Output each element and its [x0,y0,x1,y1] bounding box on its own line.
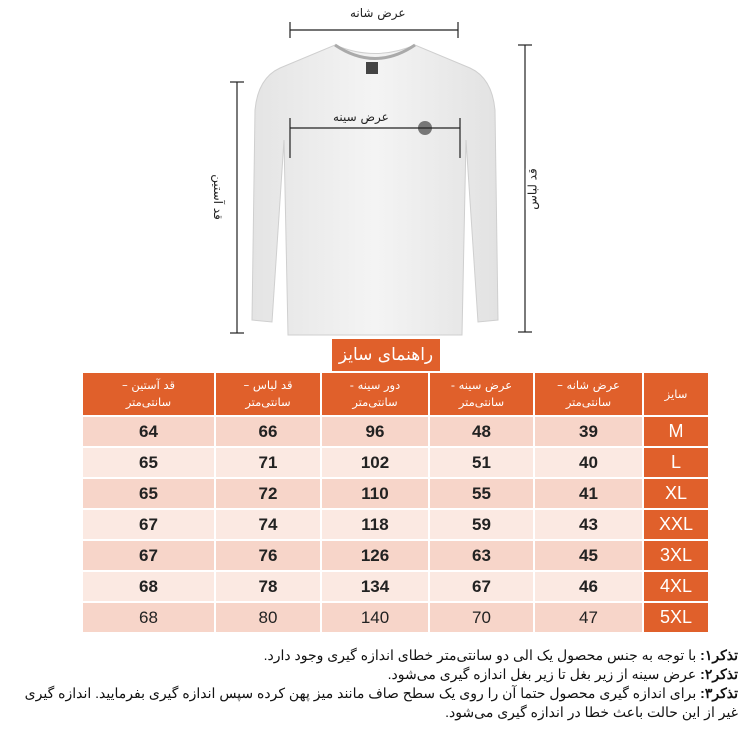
table-row: 5XL 47 70 140 80 68 [81,601,710,634]
size-cell: XXL [642,508,710,541]
value-cell: 72 [214,477,322,510]
value-cell: 55 [428,477,535,510]
note-item: تذکر۳: برای اندازه گیری محصول حتما آن را… [12,684,738,722]
column-header: قد آستین – سانتی‌متر [81,371,216,417]
note-text: با توجه به جنس محصول یک الی دو سانتی‌متر… [263,647,701,663]
size-cell: L [642,446,710,479]
value-cell: 45 [533,539,644,572]
value-cell: 59 [428,508,535,541]
size-cell: 5XL [642,601,710,634]
size-cell: XL [642,477,710,510]
value-cell: 65 [81,477,216,510]
header-line1: عرض شانه – [557,378,620,392]
measure-lines [230,22,532,334]
table-row: XXL 43 59 118 74 67 [81,508,710,541]
value-cell: 67 [428,570,535,603]
size-cell: 3XL [642,539,710,572]
table-header-row: سایز عرض شانه – سانتی‌متر عرض سینه - سانتی‌م… [81,371,710,417]
notes: تذکر۱: با توجه به جنس محصول یک الی دو سا… [12,646,738,722]
value-cell: 40 [533,446,644,479]
note-text: برای اندازه گیری محصول حتما آن را روی یک… [24,685,738,720]
column-header: قد لباس – سانتی‌متر [214,371,322,417]
header-line2: سانتی‌متر [125,395,172,409]
value-cell: 102 [320,446,430,479]
value-cell: 67 [81,508,216,541]
value-cell: 96 [320,415,430,448]
note-label: تذکر۲: [700,666,738,682]
table-row: XL 41 55 110 72 65 [81,477,710,510]
value-cell: 68 [81,570,216,603]
header-line1: سایز [664,386,688,401]
value-cell: 80 [214,601,322,634]
value-cell: 65 [81,446,216,479]
value-cell: 78 [214,570,322,603]
sleeve-length-label: قد آستین [210,174,225,220]
sweater-body [251,44,499,336]
chest-width-label: عرض سینه [333,110,389,124]
header-line1: دور سینه - [349,378,401,392]
note-label: تذکر۱: [700,647,738,663]
header-line1: قد آستین – [121,378,176,392]
value-cell: 67 [81,539,216,572]
value-cell: 66 [214,415,322,448]
value-cell: 43 [533,508,644,541]
value-cell: 70 [428,601,535,634]
table-row: 4XL 46 67 134 78 68 [81,570,710,603]
value-cell: 46 [533,570,644,603]
header-line2: سانتی‌متر [565,395,612,409]
column-header: سایز [642,371,710,417]
value-cell: 68 [81,601,216,634]
value-cell: 110 [320,477,430,510]
table-row: 3XL 45 63 126 76 67 [81,539,710,572]
column-header: عرض شانه – سانتی‌متر [533,371,644,417]
garment-length-label: قد لباس [525,168,540,210]
size-guide-title: راهنمای سایز [332,339,440,371]
header-line1: عرض سینه - [450,378,513,392]
size-cell: 4XL [642,570,710,603]
sweater-illustration [230,22,532,336]
note-item: تذکر۲: عرض سینه از زیر بغل تا زیر بغل ان… [12,665,738,684]
value-cell: 76 [214,539,322,572]
value-cell: 64 [81,415,216,448]
column-header: دور سینه - سانتی‌متر [320,371,430,417]
value-cell: 71 [214,446,322,479]
value-cell: 126 [320,539,430,572]
value-cell: 74 [214,508,322,541]
header-line2: سانتی‌متر [245,395,291,409]
value-cell: 48 [428,415,535,448]
value-cell: 39 [533,415,644,448]
size-table: سایز عرض شانه – سانتی‌متر عرض سینه - سانتی‌م… [81,371,710,634]
header-line1: قد لباس – [243,378,293,392]
header-line2: سانتی‌متر [458,395,505,409]
value-cell: 51 [428,446,535,479]
value-cell: 118 [320,508,430,541]
value-cell: 63 [428,539,535,572]
note-text: عرض سینه از زیر بغل تا زیر بغل اندازه گی… [387,666,701,682]
table-row: L 40 51 102 71 65 [81,446,710,479]
label-tag [366,62,378,74]
shoulder-width-label: عرض شانه [350,6,406,20]
column-header: عرض سینه - سانتی‌متر [428,371,535,417]
size-cell: M [642,415,710,448]
value-cell: 47 [533,601,644,634]
note-item: تذکر۱: با توجه به جنس محصول یک الی دو سا… [12,646,738,665]
table-row: M 39 48 96 66 64 [81,415,710,448]
value-cell: 134 [320,570,430,603]
header-line2: سانتی‌متر [352,395,398,409]
value-cell: 41 [533,477,644,510]
note-label: تذکر۳: [700,685,738,701]
value-cell: 140 [320,601,430,634]
